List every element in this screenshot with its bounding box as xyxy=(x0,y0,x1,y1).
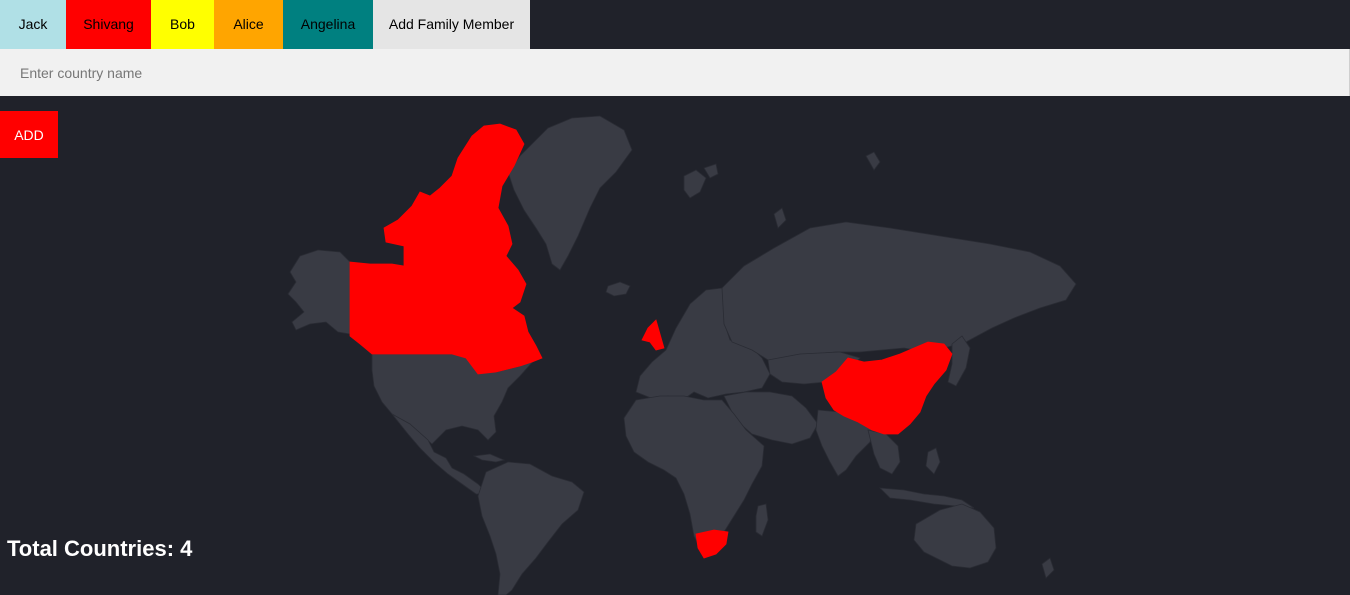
map-island-hawaii[interactable] xyxy=(865,151,881,171)
map-country-united-kingdom[interactable] xyxy=(641,319,665,351)
map-country-svalbard[interactable] xyxy=(683,169,707,199)
map-region-southeast-asia[interactable] xyxy=(867,429,901,475)
map-country-usa-alaska[interactable] xyxy=(287,249,351,335)
map-country-japan[interactable] xyxy=(947,335,971,387)
tab-angelina[interactable]: Angelina xyxy=(283,0,373,49)
map-country-china[interactable] xyxy=(821,341,953,435)
tab-alice[interactable]: Alice xyxy=(214,0,283,49)
map-country-australia[interactable] xyxy=(913,503,997,569)
add-country-button[interactable]: ADD xyxy=(0,111,58,158)
add-family-member-button[interactable]: Add Family Member xyxy=(373,0,530,49)
map-country-new-zealand[interactable] xyxy=(1041,557,1055,579)
tab-shivang[interactable]: Shivang xyxy=(66,0,151,49)
map-country-russia[interactable] xyxy=(721,221,1077,361)
map-region-south-america[interactable] xyxy=(477,461,585,595)
map-country-madagascar[interactable] xyxy=(755,503,769,537)
map-country-canada[interactable] xyxy=(349,123,543,375)
tab-jack[interactable]: Jack xyxy=(0,0,66,49)
map-island-novaya-zemlya[interactable] xyxy=(773,207,787,229)
map-country-greenland[interactable] xyxy=(507,115,633,271)
map-country-iceland[interactable] xyxy=(605,281,631,297)
map-region-middle-east[interactable] xyxy=(723,391,819,445)
map-country-south-africa[interactable] xyxy=(695,529,729,559)
tab-bob[interactable]: Bob xyxy=(151,0,214,49)
map-country-cuba[interactable] xyxy=(472,453,506,463)
map-island-svalbard-2[interactable] xyxy=(703,163,719,179)
country-name-input[interactable] xyxy=(0,49,1350,96)
map-country-philippines[interactable] xyxy=(925,447,941,475)
family-member-tabs: Jack Shivang Bob Alice Angelina Add Fami… xyxy=(0,0,530,49)
map-region-indonesia[interactable] xyxy=(878,487,975,509)
total-countries-count: Total Countries: 4 xyxy=(7,536,193,561)
world-map xyxy=(287,115,1077,595)
